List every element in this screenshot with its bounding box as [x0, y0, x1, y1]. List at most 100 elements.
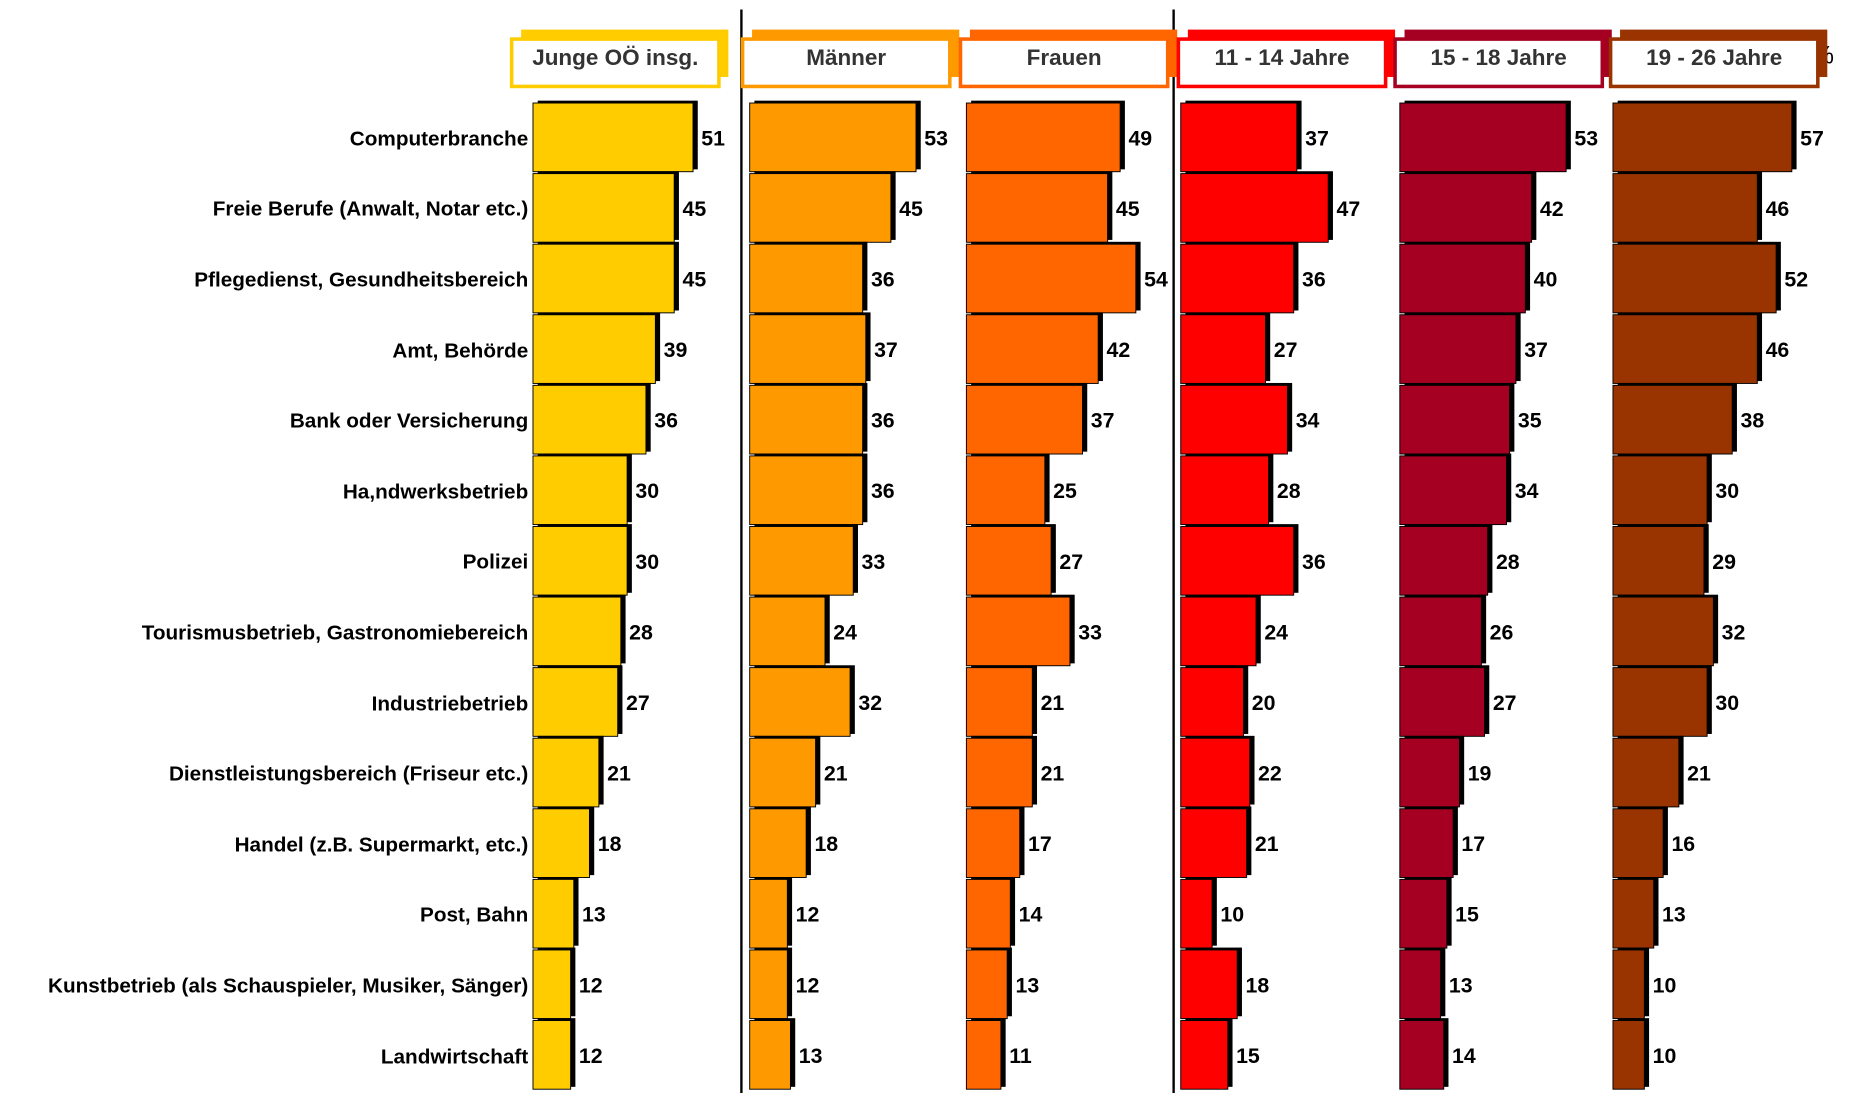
bar	[1612, 243, 1777, 314]
category-label-box: Dienstleistungsbereich (Friseur etc.)	[168, 761, 529, 786]
bar	[532, 526, 628, 596]
category-label-box: Freie Berufe (Anwalt, Notar etc.)	[213, 197, 529, 221]
bar	[965, 243, 1137, 314]
value-label: 36	[871, 479, 895, 503]
value-label: 45	[682, 197, 706, 221]
bar	[1399, 596, 1482, 667]
bar	[1180, 243, 1295, 314]
category-label-box: Pflegedienst, Gesundheitsbereich	[194, 268, 528, 292]
bar	[1612, 667, 1708, 737]
category-label-box: Computerbranche	[349, 126, 529, 151]
value-label: 13	[1015, 973, 1039, 997]
bar	[532, 455, 628, 526]
value-label: 13	[1662, 903, 1686, 927]
value-label: 29	[1712, 550, 1736, 574]
value-label: 46	[1766, 197, 1790, 221]
bar	[532, 384, 647, 455]
category-label-box: Post, Bahn	[420, 903, 528, 927]
bar	[965, 949, 1008, 1020]
bar	[1180, 1020, 1229, 1090]
legend-box	[740, 37, 952, 89]
bar	[749, 102, 917, 173]
value-label: 18	[1246, 973, 1270, 997]
bar	[1180, 667, 1244, 737]
bar	[1399, 1020, 1445, 1090]
category-label-box: Ha,ndwerksbetrieb	[342, 479, 529, 504]
value-label: 13	[1449, 973, 1473, 997]
bar	[1180, 878, 1213, 949]
value-label: 28	[1277, 479, 1301, 503]
value-label: 13	[799, 1044, 823, 1068]
value-label: 33	[1078, 620, 1102, 644]
bar	[1180, 173, 1329, 243]
value-label: 27	[1274, 338, 1298, 362]
category-label: Kunstbetrieb (als Schauspieler, Musiker,…	[47, 973, 529, 998]
value-label: 30	[635, 550, 659, 574]
bar	[532, 102, 694, 173]
value-label: 52	[1784, 268, 1808, 292]
bar	[965, 102, 1121, 173]
legend-label: 19 - 26 Jahre	[1646, 45, 1782, 70]
value-label: 32	[1722, 620, 1746, 644]
bar	[749, 949, 788, 1020]
value-label: 45	[899, 197, 923, 221]
value-label: 16	[1671, 832, 1695, 856]
bar	[965, 878, 1011, 949]
bar	[965, 1020, 1002, 1090]
legend-box	[1608, 37, 1820, 89]
bar	[1612, 737, 1680, 808]
value-label: 49	[1128, 126, 1152, 150]
bar	[1399, 667, 1486, 737]
category-label-box: Industriebetrieb	[372, 691, 529, 715]
bar	[532, 667, 619, 737]
value-label: 25	[1053, 479, 1077, 503]
bar	[965, 737, 1033, 808]
category-label: Tourismusbetrieb, Gastronomiebereich	[141, 620, 529, 645]
category-label: Ha,ndwerksbetrieb	[342, 479, 529, 504]
bar	[1180, 596, 1257, 667]
legend-label: 11 - 14 Jahre	[1214, 45, 1349, 70]
value-label: 30	[1715, 479, 1739, 503]
value-label: 42	[1540, 197, 1564, 221]
value-label: 36	[654, 409, 678, 433]
category-label: Computerbranche	[349, 126, 529, 151]
bar	[1399, 173, 1533, 243]
category-label-box: Landwirtschaft	[381, 1044, 528, 1068]
bar	[532, 314, 656, 384]
value-label: 57	[1800, 126, 1824, 150]
bar	[749, 455, 864, 526]
bar	[749, 667, 851, 737]
legend-box	[1176, 37, 1388, 89]
bar	[1399, 455, 1507, 526]
value-label: 22	[1258, 762, 1282, 786]
value-label: 10	[1220, 903, 1244, 927]
bar	[1399, 384, 1511, 455]
value-label: 37	[874, 338, 898, 362]
value-label: 37	[1091, 409, 1115, 433]
value-label: 28	[1496, 550, 1520, 574]
category-label-box: Amt, Behörde	[392, 338, 528, 362]
value-label: 10	[1653, 1044, 1677, 1068]
value-label: 40	[1534, 268, 1558, 292]
category-label-box: Polizei	[463, 550, 529, 574]
bar	[532, 173, 675, 243]
bar	[1399, 808, 1454, 878]
value-label: 20	[1252, 691, 1276, 715]
bar	[1180, 808, 1248, 878]
value-label: 53	[924, 126, 948, 150]
bar	[749, 1020, 791, 1090]
value-label: 15	[1455, 903, 1479, 927]
value-label: 12	[796, 973, 820, 997]
bar	[532, 1020, 572, 1090]
legend-label: Frauen	[1027, 45, 1102, 70]
category-label-box: Handel (z.B. Supermarkt, etc.)	[235, 832, 529, 856]
bar	[1612, 1020, 1645, 1090]
bar	[749, 173, 892, 243]
bar	[532, 737, 600, 808]
value-label: 45	[1116, 197, 1140, 221]
value-label: 21	[1255, 832, 1279, 856]
category-label: Dienstleistungsbereich (Friseur etc.)	[168, 761, 529, 786]
legend-label: Junge OÖ insg.	[532, 45, 698, 70]
value-label: 51	[701, 126, 725, 150]
